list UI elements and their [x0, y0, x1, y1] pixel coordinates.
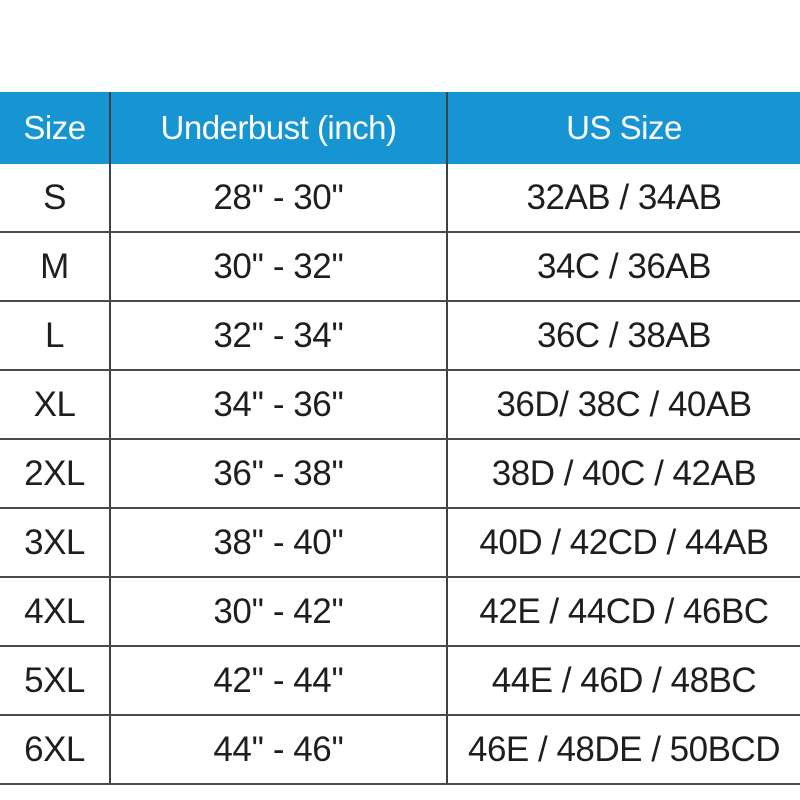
size-chart: Size Underbust (inch) US Size S 28'' - 30…: [0, 92, 800, 785]
header-row: Size Underbust (inch) US Size: [0, 92, 800, 164]
us-size-cell: 46E / 48DE / 50BCD: [447, 715, 800, 785]
underbust-cell: 32'' - 34'': [110, 301, 448, 371]
underbust-cell: 36'' - 38'': [110, 439, 448, 509]
underbust-cell: 42'' - 44'': [110, 646, 448, 716]
underbust-cell: 28'' - 30'': [110, 164, 448, 233]
column-header-underbust: Underbust (inch): [110, 92, 448, 164]
underbust-cell: 30'' - 42'': [110, 577, 448, 647]
size-chart-body: S 28'' - 30'' 32AB / 34AB M 30'' - 32'' 34C /…: [0, 164, 800, 785]
column-header-size: Size: [0, 92, 111, 164]
us-size-cell: 38D / 40C / 42AB: [447, 439, 800, 509]
underbust-cell: 44'' - 46'': [110, 715, 448, 785]
us-size-cell: 42E / 44CD / 46BC: [447, 577, 800, 647]
table-row: 3XL 38'' - 40'' 40D / 42CD / 44AB: [0, 508, 800, 578]
table-row: 6XL 44'' - 46'' 46E / 48DE / 50BCD: [0, 715, 800, 785]
size-cell: 3XL: [0, 508, 111, 578]
size-cell: 4XL: [0, 577, 111, 647]
size-cell: M: [0, 232, 111, 302]
us-size-cell: 36C / 38AB: [447, 301, 800, 371]
us-size-cell: 36D/ 38C / 40AB: [447, 370, 800, 440]
size-cell: 2XL: [0, 439, 111, 509]
table-row: XL 34'' - 36'' 36D/ 38C / 40AB: [0, 370, 800, 440]
table-row: L 32'' - 34'' 36C / 38AB: [0, 301, 800, 371]
size-cell: XL: [0, 370, 111, 440]
table-row: 5XL 42'' - 44'' 44E / 46D / 48BC: [0, 646, 800, 716]
underbust-cell: 30'' - 32'': [110, 232, 448, 302]
table-row: S 28'' - 30'' 32AB / 34AB: [0, 164, 800, 233]
table-row: M 30'' - 32'' 34C / 36AB: [0, 232, 800, 302]
table-row: 2XL 36'' - 38'' 38D / 40C / 42AB: [0, 439, 800, 509]
table-row: 4XL 30'' - 42'' 42E / 44CD / 46BC: [0, 577, 800, 647]
us-size-cell: 34C / 36AB: [447, 232, 800, 302]
column-header-us-size: US Size: [447, 92, 800, 164]
us-size-cell: 44E / 46D / 48BC: [447, 646, 800, 716]
size-cell: 6XL: [0, 715, 111, 785]
size-chart-table: Size Underbust (inch) US Size S 28'' - 30…: [0, 92, 800, 785]
underbust-cell: 34'' - 36'': [110, 370, 448, 440]
size-chart-header: Size Underbust (inch) US Size: [0, 92, 800, 164]
size-cell: 5XL: [0, 646, 111, 716]
us-size-cell: 40D / 42CD / 44AB: [447, 508, 800, 578]
size-cell: S: [0, 164, 111, 233]
us-size-cell: 32AB / 34AB: [447, 164, 800, 233]
size-cell: L: [0, 301, 111, 371]
underbust-cell: 38'' - 40'': [110, 508, 448, 578]
